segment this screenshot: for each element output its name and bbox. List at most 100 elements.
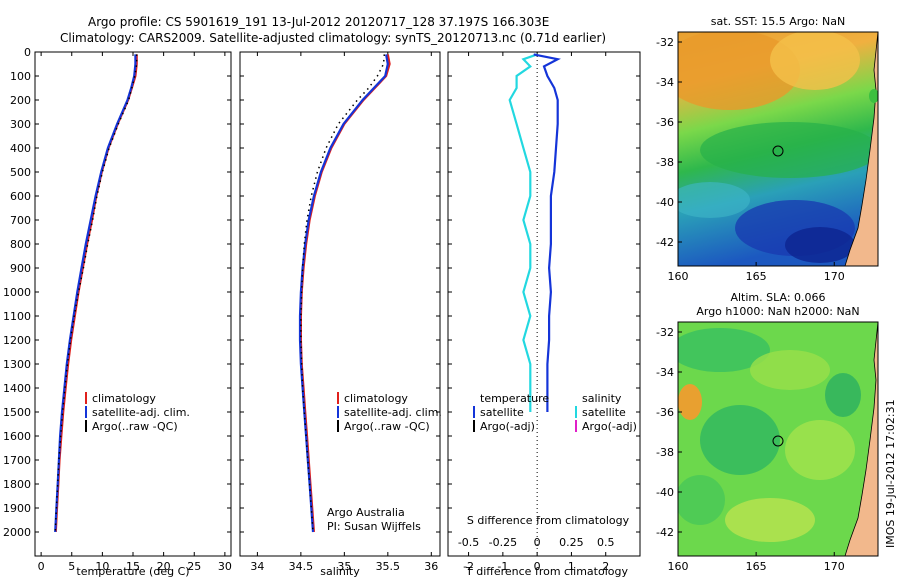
legend-label-satellite-adj: satellite-adj. clim. bbox=[92, 406, 190, 419]
sst-map-title: sat. SST: 15.5 Argo: NaN bbox=[711, 15, 845, 28]
legend-title-salinity: salinity bbox=[582, 392, 622, 405]
s-tick-label: 0.25 bbox=[559, 536, 584, 549]
salinity-legend: climatology satellite-adj. clim. Argo(..… bbox=[337, 392, 442, 433]
map-y-tick-label: -32 bbox=[656, 326, 674, 339]
series-satellite-adj bbox=[298, 54, 389, 533]
legend-label-temp-satellite: satellite bbox=[480, 406, 524, 419]
x-tick-label: -1 bbox=[497, 560, 508, 573]
map-x-tick-label: 160 bbox=[668, 560, 689, 573]
sla-map-ticks: 160 165 170 -32 -34 -36 -38 -40 -42 bbox=[656, 326, 845, 573]
salinity-axes bbox=[239, 51, 441, 557]
x-tick-label: 25 bbox=[187, 560, 201, 573]
x-tick-label: 5 bbox=[68, 560, 75, 573]
temperature-legend: climatology satellite-adj. clim. Argo(..… bbox=[85, 392, 190, 433]
difference-top-xlabel: S difference from climatology bbox=[467, 514, 630, 527]
sst-map-ticks: 160 165 170 -32 -34 -36 -38 -40 -42 bbox=[656, 36, 845, 283]
y-tick-label: 1200 bbox=[3, 334, 31, 347]
sst-map-axes bbox=[677, 31, 879, 267]
y-tick-label: 1500 bbox=[3, 406, 31, 419]
series-satellite-adj bbox=[54, 54, 137, 533]
sla-map-argo-marker bbox=[772, 435, 784, 447]
map-y-tick-label: -40 bbox=[656, 486, 674, 499]
y-tick-label: 400 bbox=[10, 142, 31, 155]
figure-subtitle: Climatology: CARS2009. Satellite-adjuste… bbox=[60, 31, 606, 45]
sst-map-argo-marker bbox=[772, 145, 784, 157]
legend-label-sal-argo: Argo(-adj) bbox=[582, 420, 637, 433]
difference-plot: -2 -1 0 1 2 -0.5 -0.25 0 0.25 0.5 bbox=[448, 51, 640, 573]
x-tick-label: 30 bbox=[218, 560, 232, 573]
sla-map-title-2: Argo h1000: NaN h2000: NaN bbox=[696, 305, 859, 318]
map-y-tick-label: -38 bbox=[656, 156, 674, 169]
x-tick-label: -2 bbox=[463, 560, 474, 573]
y-tick-label: 1600 bbox=[3, 430, 31, 443]
x-tick-label: 36 bbox=[424, 560, 438, 573]
legend-label-sal-satellite: satellite bbox=[582, 406, 626, 419]
y-tick-label: 100 bbox=[10, 70, 31, 83]
map-x-tick-label: 165 bbox=[746, 560, 767, 573]
y-tick-label: 1400 bbox=[3, 382, 31, 395]
y-tick-label: 1000 bbox=[3, 286, 31, 299]
x-tick-label: 2 bbox=[602, 560, 609, 573]
x-tick-label: 0 bbox=[38, 560, 45, 573]
x-tick-label: 34.5 bbox=[289, 560, 314, 573]
y-tick-label: 0 bbox=[24, 46, 31, 59]
series-temperature-satellite bbox=[533, 53, 561, 412]
map-y-tick-label: -34 bbox=[656, 366, 674, 379]
legend-label-temp-argo: Argo(-adj) bbox=[480, 420, 535, 433]
legend-label-climatology: climatology bbox=[344, 392, 408, 405]
legend-label-satellite-adj: satellite-adj. clim. bbox=[344, 406, 442, 419]
legend-label-argo: Argo(..raw -QC) bbox=[92, 420, 178, 433]
x-tick-label: 15 bbox=[126, 560, 140, 573]
sst-map-field bbox=[678, 32, 878, 266]
sla-map-title-1: Altim. SLA: 0.066 bbox=[730, 291, 825, 304]
footer-stamp: IMOS 19-Jul-2012 17:02:31 bbox=[884, 399, 897, 548]
x-tick-label: 10 bbox=[95, 560, 109, 573]
temperature-plot: 0 5 10 15 20 25 300100200300400500600700800900… bbox=[3, 46, 232, 573]
map-y-tick-label: -36 bbox=[656, 116, 674, 129]
y-tick-label: 200 bbox=[10, 94, 31, 107]
y-tick-label: 1100 bbox=[3, 310, 31, 323]
y-tick-label: 1900 bbox=[3, 502, 31, 515]
legend-title-temperature: temperature bbox=[480, 392, 549, 405]
map-y-tick-label: -42 bbox=[656, 526, 674, 539]
temperature-axes bbox=[34, 51, 232, 557]
map-x-tick-label: 160 bbox=[668, 270, 689, 283]
temperature-xlabel: temperature (deg C) bbox=[76, 565, 189, 578]
series-argo bbox=[54, 54, 138, 533]
difference-axes bbox=[447, 51, 641, 557]
series-climatology bbox=[54, 54, 138, 533]
sst-map-land bbox=[844, 32, 878, 266]
salinity-xlabel: salinity bbox=[320, 565, 360, 578]
y-tick-label: 1300 bbox=[3, 358, 31, 371]
legend-label-argo: Argo(..raw -QC) bbox=[344, 420, 430, 433]
map-y-tick-label: -40 bbox=[656, 196, 674, 209]
y-tick-label: 1800 bbox=[3, 478, 31, 491]
series-climatology bbox=[299, 54, 391, 533]
s-tick-label: -0.5 bbox=[458, 536, 479, 549]
map-y-tick-label: -38 bbox=[656, 446, 674, 459]
figure-title: Argo profile: CS 5901619_191 13-Jul-2012… bbox=[88, 15, 549, 29]
x-tick-label: 35 bbox=[337, 560, 351, 573]
y-tick-label: 500 bbox=[10, 166, 31, 179]
s-tick-label: 0 bbox=[534, 536, 541, 549]
legend-label-climatology: climatology bbox=[92, 392, 156, 405]
y-tick-label: 1700 bbox=[3, 454, 31, 467]
map-y-tick-label: -34 bbox=[656, 76, 674, 89]
y-tick-label: 700 bbox=[10, 214, 31, 227]
map-y-tick-label: -42 bbox=[656, 236, 674, 249]
y-tick-label: 2000 bbox=[3, 526, 31, 539]
x-tick-label: 34 bbox=[250, 560, 264, 573]
x-tick-label: 0 bbox=[534, 560, 541, 573]
difference-legend: temperature satellite Argo(-adj) salinit… bbox=[473, 392, 637, 433]
x-tick-label: 35.5 bbox=[376, 560, 401, 573]
s-tick-label: 0.5 bbox=[597, 536, 615, 549]
difference-xlabel: T difference from climatology bbox=[465, 565, 628, 578]
map-y-tick-label: -36 bbox=[656, 406, 674, 419]
sla-map-land bbox=[844, 322, 878, 556]
y-tick-label: 900 bbox=[10, 262, 31, 275]
y-tick-label: 600 bbox=[10, 190, 31, 203]
series-salinity-satellite bbox=[508, 53, 538, 412]
salinity-plot: 34 34.5 35 35.5 36 bbox=[240, 51, 440, 573]
map-x-tick-label: 170 bbox=[824, 560, 845, 573]
